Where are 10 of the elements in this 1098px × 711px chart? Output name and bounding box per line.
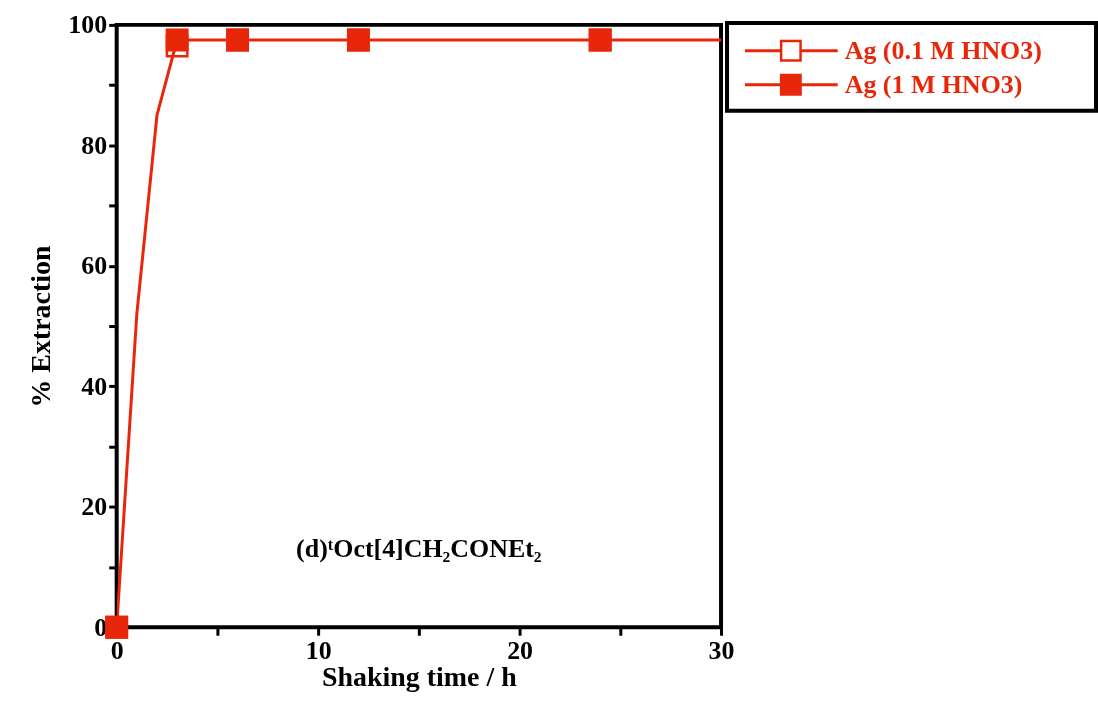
legend-label: Ag (0.1 M HNO3) — [844, 35, 1042, 65]
y-tick-label: 80 — [81, 130, 108, 160]
y-axis-title: % Extraction — [25, 245, 57, 408]
y-tick-label: 100 — [68, 10, 108, 40]
x-tick-label: 30 — [708, 635, 735, 665]
y-tick-label: 20 — [81, 492, 108, 522]
annotation: (d)ᵗOct[4]CH₂CONEt₂ — [296, 533, 542, 563]
y-tick-label: 40 — [81, 371, 108, 401]
y-tick-label: 60 — [81, 251, 108, 281]
legend-label: Ag (1 M HNO3) — [844, 69, 1023, 99]
